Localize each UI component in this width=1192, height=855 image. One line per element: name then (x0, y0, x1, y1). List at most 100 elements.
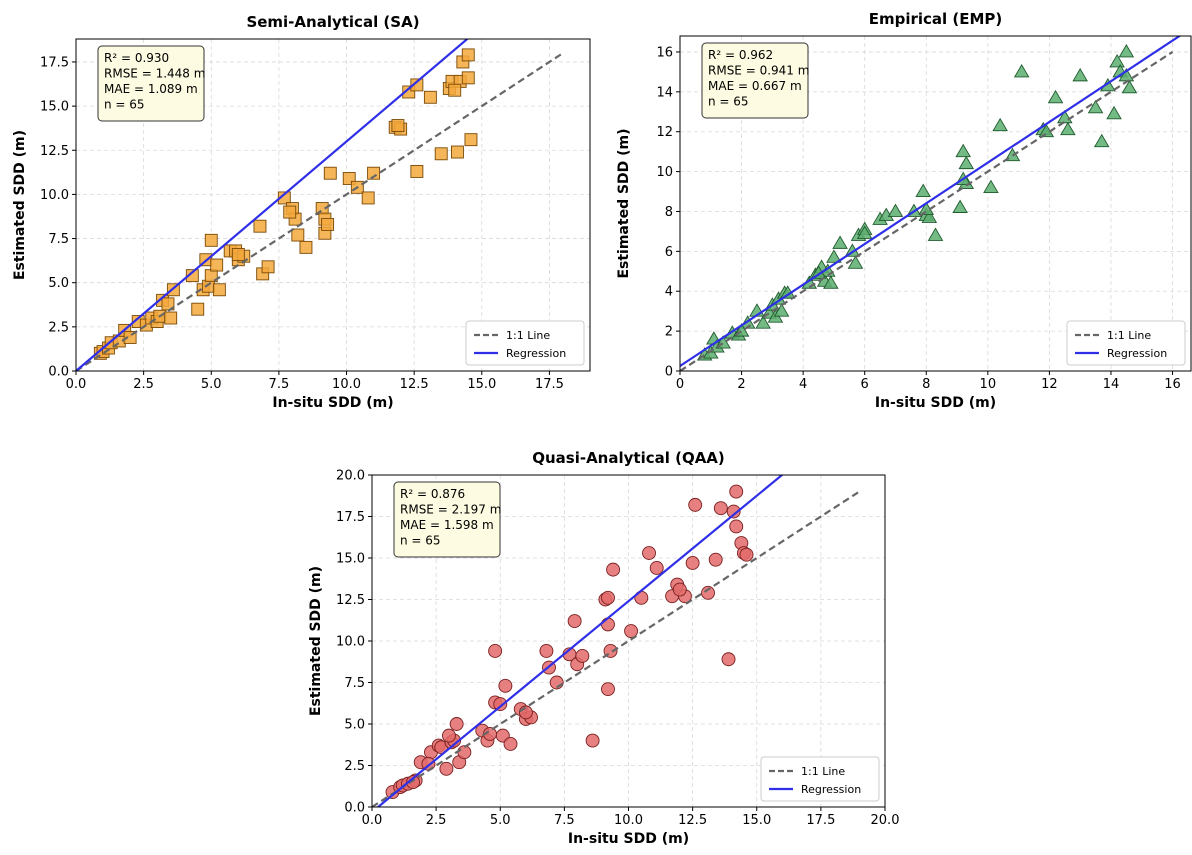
y-tick-label: 2.5 (344, 759, 365, 774)
plot-content (76, 39, 564, 371)
x-axis-label: In-situ SDD (m) (568, 831, 689, 847)
stats-line: MAE = 1.598 m (400, 518, 494, 532)
stats-line: R² = 0.930 (104, 51, 169, 65)
y-tick-label: 20.0 (336, 469, 365, 484)
stats-line: R² = 0.962 (708, 48, 773, 62)
x-tick-label: 15.0 (742, 813, 771, 828)
one-to-one-line (372, 490, 860, 807)
y-tick-label: 16 (656, 45, 673, 60)
data-point (672, 582, 687, 597)
regression-line (680, 36, 1182, 367)
data-point (1118, 44, 1135, 58)
x-tick-label: 0.0 (362, 813, 383, 828)
data-point (685, 556, 700, 570)
data-point (539, 644, 554, 658)
regression-line (76, 39, 469, 371)
x-tick-label: 14 (1103, 377, 1120, 392)
data-point (887, 203, 904, 217)
data-point (185, 269, 199, 283)
y-tick-label: 2 (665, 325, 673, 340)
data-point (823, 275, 839, 289)
data-point (323, 166, 337, 180)
y-tick-label: 0 (665, 365, 673, 380)
data-point (832, 235, 848, 249)
stats-line: R² = 0.876 (400, 487, 465, 501)
data-point (488, 644, 503, 658)
data-point (461, 48, 475, 62)
y-axis-label: Estimated SDD (m) (308, 566, 324, 716)
data-point (606, 562, 621, 577)
plot-content (372, 475, 860, 807)
stats-line: RMSE = 1.448 m (104, 67, 205, 81)
data-point (1106, 105, 1122, 120)
y-tick-label: 2.5 (48, 320, 69, 335)
y-tick-label: 10.0 (336, 635, 365, 650)
x-tick-label: 10.0 (332, 377, 361, 392)
stats-line: RMSE = 2.197 m (400, 503, 501, 517)
data-point (164, 311, 178, 325)
data-point (952, 199, 968, 213)
x-tick-label: 10.0 (614, 813, 643, 828)
x-tick-label: 7.5 (554, 813, 575, 828)
data-point (729, 484, 744, 499)
x-tick-label: 17.5 (806, 813, 835, 828)
data-point (410, 78, 424, 92)
data-point (464, 133, 478, 147)
x-axis-label: In-situ SDD (m) (272, 395, 393, 411)
one-to-one-line (680, 51, 1174, 371)
data-point (927, 227, 944, 241)
data-point (442, 728, 456, 743)
stats-box (701, 42, 809, 119)
data-point (721, 652, 736, 667)
data-point (601, 590, 615, 605)
y-tick-label: 12.5 (336, 593, 365, 608)
stats-line: n = 65 (104, 98, 145, 112)
x-tick-label: 0.0 (66, 377, 87, 392)
data-point (423, 90, 437, 104)
y-tick-label: 17.5 (336, 510, 365, 525)
data-point (210, 258, 224, 272)
x-tick-label: 12.5 (678, 813, 707, 828)
data-point (601, 682, 615, 697)
x-tick-label: 16 (1164, 377, 1181, 392)
x-tick-label: 15.0 (467, 377, 496, 392)
y-tick-label: 0.0 (344, 801, 365, 816)
x-tick-label: 17.5 (535, 377, 564, 392)
chart-title: Quasi-Analytical (QAA) (532, 449, 725, 467)
data-point (955, 143, 971, 158)
x-tick-label: 20.0 (871, 813, 900, 828)
subplot-2: 0 2 4 6 8 10 12 14 16 0 2 4 6 8 10 12 14 16 Empirical (EMP… (616, 10, 1192, 411)
x-tick-label: 5.0 (490, 813, 511, 828)
stats-line: MAE = 1.089 m (104, 82, 198, 96)
y-tick-label: 10.0 (40, 188, 69, 203)
data-point (204, 233, 218, 247)
x-tick-label: 2.5 (133, 377, 154, 392)
stats-box (393, 481, 501, 558)
data-point (624, 624, 639, 638)
data-point (992, 117, 1008, 132)
legend-one-to-one-label: 1:1 Line (1107, 329, 1151, 342)
data-point (457, 745, 472, 760)
x-tick-label: 6 (861, 377, 869, 392)
data-point (493, 697, 508, 712)
y-tick-label: 7.5 (48, 232, 69, 247)
x-tick-label: 0 (676, 377, 684, 392)
x-tick-label: 12 (1041, 377, 1058, 392)
data-point (367, 166, 381, 180)
y-tick-label: 14 (656, 85, 673, 100)
data-point (406, 775, 420, 790)
legend-regression-label: Regression (1107, 347, 1167, 360)
data-point (191, 302, 205, 316)
x-tick-label: 5.0 (201, 377, 222, 392)
data-point (739, 547, 754, 562)
data-point (958, 155, 975, 170)
data-point (253, 219, 267, 233)
y-axis-label: Estimated SDD (m) (616, 128, 632, 278)
stats-line: n = 65 (708, 95, 749, 109)
data-point (575, 648, 590, 663)
data-point (434, 147, 448, 161)
data-point (601, 617, 615, 632)
regression-line (376, 475, 784, 807)
data-point (585, 733, 600, 748)
data-point (283, 205, 297, 219)
